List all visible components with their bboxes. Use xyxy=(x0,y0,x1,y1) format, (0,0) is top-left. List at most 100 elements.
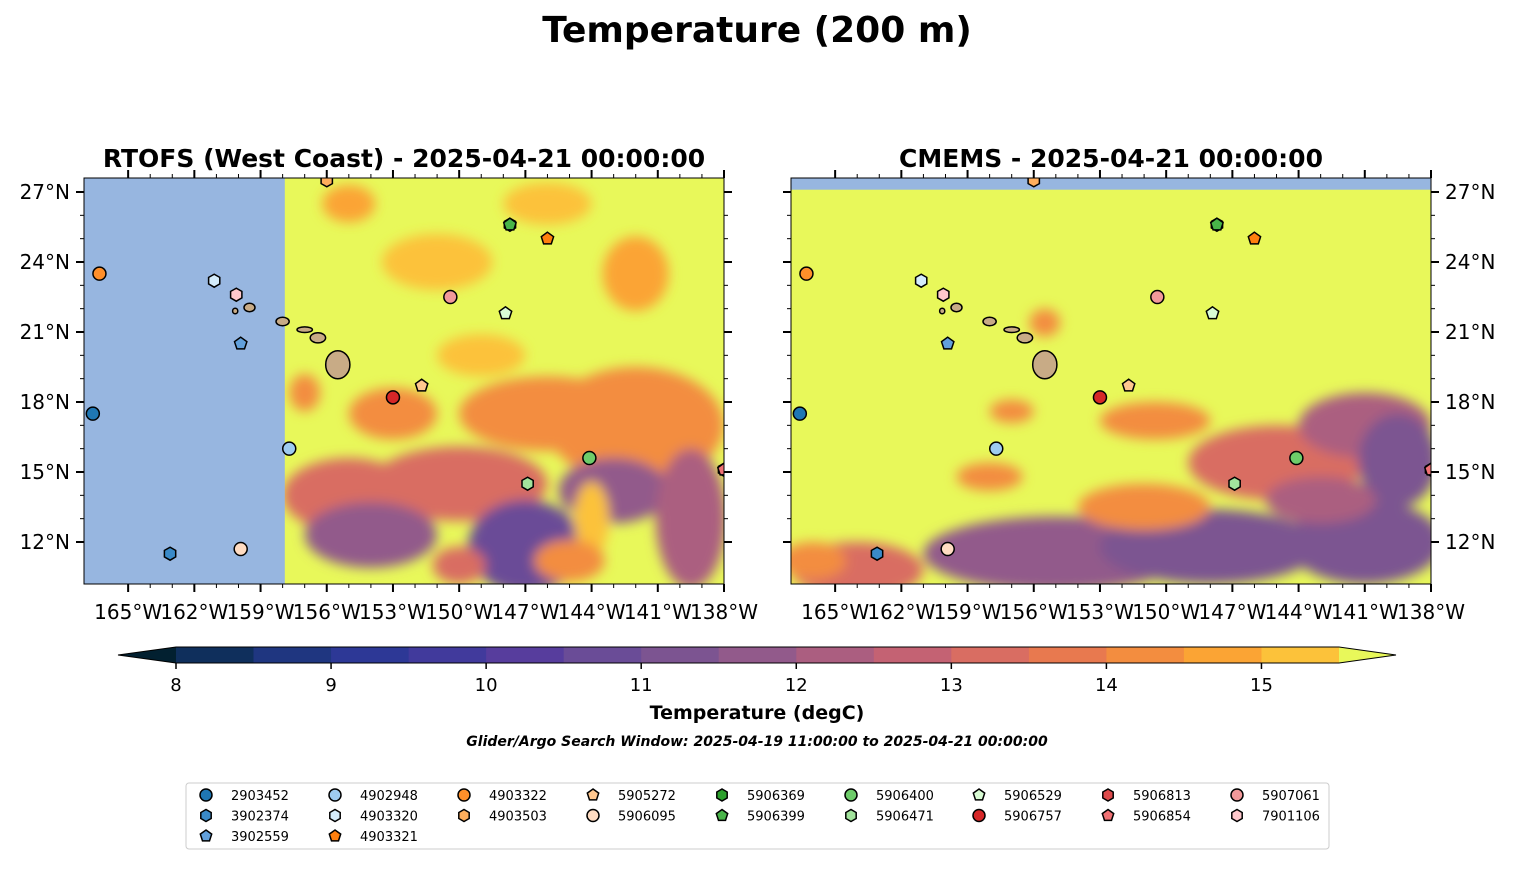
platform-marker-5905272 xyxy=(414,378,429,392)
platform-marker-4902948 xyxy=(281,441,297,456)
platform-marker-4903322 xyxy=(799,266,814,281)
legend-marker-5906757 xyxy=(972,808,986,823)
legend-label-5906471: 5906471 xyxy=(876,810,934,825)
temperature-patch xyxy=(602,236,669,311)
colorbar-over-arrow xyxy=(1339,647,1396,663)
colorbar-segment xyxy=(718,647,797,663)
y-tick-label: 12°N xyxy=(20,530,70,554)
cmems-panel: CMEMS - 2025-04-21 00:00:00 165°W162°W15… xyxy=(783,144,1495,624)
cmems-platform-markers xyxy=(792,178,1431,562)
temperature-patch xyxy=(655,448,724,584)
colorbar-segment xyxy=(176,647,254,663)
platform-marker-5906399 xyxy=(502,217,517,231)
legend-label-2903452: 2903452 xyxy=(231,789,289,804)
platform-marker-3902374 xyxy=(870,546,884,562)
island xyxy=(324,349,351,380)
temperature-patch xyxy=(1077,483,1211,531)
x-tick-label: 159°W xyxy=(227,600,295,624)
temperature-patch xyxy=(304,502,438,568)
platform-marker-4902948 xyxy=(988,441,1004,456)
colorbar-tick-label: 10 xyxy=(475,675,498,696)
platform-marker-4903503 xyxy=(1027,178,1041,188)
cmems-frame xyxy=(790,177,1432,585)
figure-title: Temperature (200 m) xyxy=(542,10,972,51)
legend-marker-5906854 xyxy=(1101,808,1115,822)
colorbar-segment xyxy=(873,647,952,663)
temperature-patch xyxy=(573,481,610,556)
platform-marker-4903321 xyxy=(1247,231,1262,245)
platform-marker-5906400 xyxy=(1289,450,1304,466)
y-tick-label: 21°N xyxy=(1445,320,1495,344)
legend-label-4903503: 4903503 xyxy=(489,810,547,825)
legend-marker-5906369 xyxy=(716,788,728,802)
temperature-patch xyxy=(437,334,526,377)
platform-marker-2903452 xyxy=(85,406,101,421)
legend-marker-4903320 xyxy=(329,808,341,823)
colorbar-segment xyxy=(331,647,410,663)
temperature-patch xyxy=(432,546,486,584)
colorbar-segment xyxy=(563,647,642,663)
x-tick-label: 159°W xyxy=(934,600,1002,624)
legend-label-5906369: 5906369 xyxy=(747,789,805,804)
colorbar-segment xyxy=(253,647,332,663)
platform-marker-2903452 xyxy=(792,406,808,421)
legend-marker-7901106 xyxy=(1231,808,1243,823)
platform-marker-5906854 xyxy=(1423,462,1431,476)
x-tick-label: 162°W xyxy=(160,600,228,624)
temperature-patch xyxy=(1029,308,1061,337)
legend-label-4903322: 4903322 xyxy=(489,789,547,804)
legend-frame xyxy=(185,782,1330,850)
island xyxy=(309,331,327,344)
y-tick-label: 24°N xyxy=(1445,250,1495,274)
x-tick-label: 153°W xyxy=(359,600,427,624)
rtofs-platform-markers xyxy=(85,178,724,562)
platform-marker-7901106 xyxy=(936,287,950,303)
colorbar-segment xyxy=(641,647,720,663)
platform-marker-5906399 xyxy=(1209,217,1224,231)
colorbar-segment xyxy=(408,647,487,663)
x-tick-label: 138°W xyxy=(690,600,758,624)
rtofs-no-data-region xyxy=(84,178,285,584)
platform-marker-5906757 xyxy=(1092,390,1108,405)
y-tick-label: 15°N xyxy=(1445,460,1495,484)
temperature-patch xyxy=(791,542,847,580)
platform-marker-3902559 xyxy=(940,336,955,350)
temperature-patch xyxy=(956,462,1023,491)
y-tick-label: 21°N xyxy=(20,320,70,344)
colorbar-tick-label: 11 xyxy=(630,675,653,696)
x-tick-label: 156°W xyxy=(293,600,361,624)
island xyxy=(938,307,946,315)
colorbar-segment xyxy=(796,647,875,663)
legend-marker-3902374 xyxy=(200,808,212,823)
search-window-note: Glider/Argo Search Window: 2025-04-19 11… xyxy=(466,734,1048,750)
platform-marker-5906529 xyxy=(1205,305,1220,320)
y-tick-label: 18°N xyxy=(20,390,70,414)
platform-marker-5906471 xyxy=(1228,476,1241,492)
cmems-islands xyxy=(938,302,1058,380)
island xyxy=(950,302,963,313)
rtofs-panel: RTOFS (West Coast) - 2025-04-21 00:00:00… xyxy=(20,144,759,624)
platform-marker-5906471 xyxy=(521,476,534,492)
legend-label-5906757: 5906757 xyxy=(1004,810,1062,825)
island xyxy=(231,307,239,315)
temperature-patch xyxy=(289,374,321,412)
legend-marker-4903503 xyxy=(458,808,470,823)
legend-marker-5907061 xyxy=(1230,788,1244,802)
platform-marker-5907061 xyxy=(443,289,458,305)
x-tick-label: 153°W xyxy=(1066,600,1134,624)
legend-marker-4903321 xyxy=(328,829,342,842)
colorbar-tick-label: 9 xyxy=(325,675,336,696)
x-tick-label: 150°W xyxy=(1132,600,1200,624)
platform-marker-3902559 xyxy=(233,336,248,350)
platform-marker-3902374 xyxy=(163,546,177,562)
colorbar-under-arrow xyxy=(118,647,176,663)
x-tick-label: 162°W xyxy=(867,600,935,624)
y-tick-label: 27°N xyxy=(1445,180,1495,204)
temperature-patch xyxy=(1099,402,1211,440)
x-tick-label: 147°W xyxy=(1198,600,1266,624)
x-tick-label: 147°W xyxy=(491,600,559,624)
x-tick-label: 141°W xyxy=(1331,600,1399,624)
cmems-no-data-region xyxy=(791,178,1431,190)
colorbar-segment xyxy=(1183,647,1262,663)
